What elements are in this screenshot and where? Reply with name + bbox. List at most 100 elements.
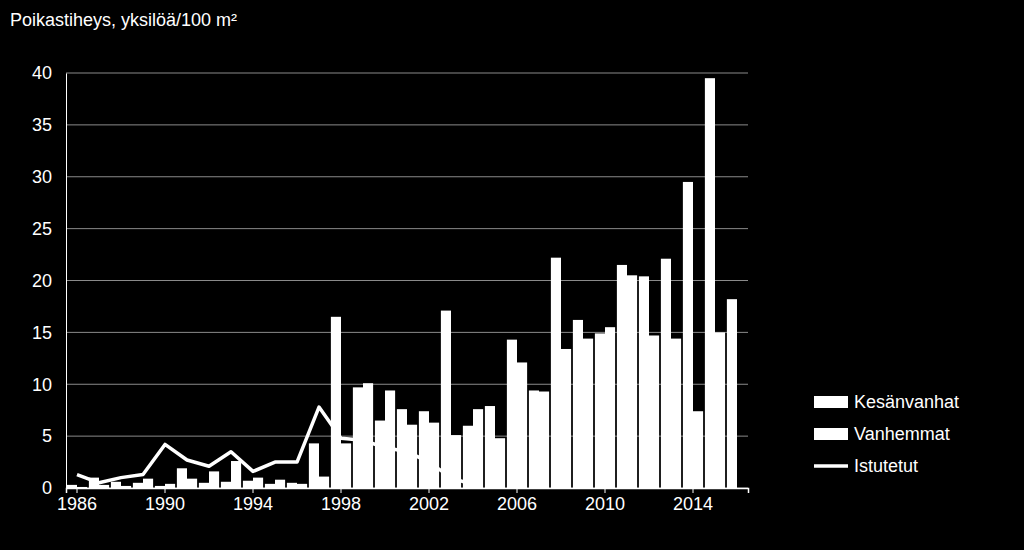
bar — [485, 406, 495, 488]
x-tick-label: 2010 — [585, 494, 625, 514]
legend-label: Kesänvanhat — [854, 392, 959, 412]
y-tick-label: 5 — [42, 426, 52, 446]
bar — [419, 411, 429, 488]
x-tick-label: 1994 — [233, 494, 273, 514]
legend-swatch — [814, 464, 848, 468]
bar — [539, 392, 549, 488]
bar — [529, 390, 539, 488]
y-tick-label: 35 — [32, 115, 52, 135]
bar — [507, 340, 517, 488]
x-tick-mark — [517, 488, 518, 493]
y-tick: 20 — [32, 271, 66, 291]
bar — [715, 332, 725, 488]
x-tick-label: 2014 — [673, 494, 713, 514]
bar — [309, 443, 319, 488]
x-tick-mark — [165, 488, 166, 493]
bar — [551, 258, 561, 488]
bar — [165, 484, 175, 488]
bar — [693, 411, 703, 488]
x-tick-mark — [429, 488, 430, 493]
bar — [253, 478, 263, 488]
x-tick-mark — [77, 488, 78, 493]
grid — [66, 73, 748, 488]
legend-label: Vanhemmat — [854, 424, 950, 444]
bar — [155, 486, 165, 488]
legend-swatch — [814, 396, 848, 408]
y-tick: 35 — [32, 115, 66, 135]
bar — [473, 409, 483, 488]
legend-item: Kesänvanhat — [814, 392, 959, 412]
bar — [463, 426, 473, 488]
bar — [275, 480, 285, 488]
bar — [649, 335, 659, 488]
grid-line — [66, 73, 748, 74]
bar — [67, 485, 77, 488]
x-tick: 2006 — [497, 488, 537, 514]
bar — [517, 362, 527, 488]
bar — [199, 483, 209, 488]
bar — [385, 390, 395, 488]
bar — [495, 438, 505, 488]
bar — [727, 299, 737, 488]
grid-line — [66, 176, 748, 177]
bar-series — [77, 275, 725, 488]
plot: 0 5 10 15 20 25 30 35 40 1986 1990 1994 1998 2002 2006… — [32, 63, 749, 514]
grid-line — [66, 228, 748, 229]
bar — [353, 387, 363, 488]
grid-line — [66, 124, 748, 125]
y-tick-label: 0 — [42, 478, 52, 498]
bar — [187, 479, 197, 488]
bar — [287, 483, 297, 488]
bar — [627, 275, 637, 488]
x-tick: 2010 — [585, 488, 625, 514]
y-tick-label: 25 — [32, 219, 52, 239]
bar — [595, 333, 605, 488]
bar — [671, 339, 681, 488]
x-tick: 1990 — [145, 488, 185, 514]
bar — [221, 482, 231, 488]
bar — [297, 484, 307, 488]
marks — [67, 78, 737, 488]
bar — [605, 327, 615, 488]
x-tick-mark — [605, 488, 606, 493]
legend: Kesänvanhat Vanhemmat Istutetut — [814, 392, 959, 476]
y-tick: 10 — [32, 375, 66, 395]
y-tick-label: 30 — [32, 167, 52, 187]
x-tick: 1998 — [321, 488, 361, 514]
bar — [99, 485, 109, 488]
bar — [209, 471, 219, 488]
x-tick: 1986 — [57, 488, 97, 514]
bar — [617, 265, 627, 488]
bar — [143, 479, 153, 488]
bar — [583, 339, 593, 488]
bar — [341, 443, 351, 488]
bar — [177, 468, 187, 488]
y-tick-label: 15 — [32, 323, 52, 343]
bar — [243, 481, 253, 488]
bar — [331, 317, 341, 488]
legend-swatch — [814, 428, 848, 440]
x-tick-label: 2002 — [409, 494, 449, 514]
x-axis: 1986 1990 1994 1998 2002 2006 2010 2014 — [57, 488, 749, 514]
y-axis: 0 5 10 15 20 25 30 35 40 — [32, 63, 67, 498]
y-tick-label: 10 — [32, 375, 52, 395]
bar — [133, 483, 143, 488]
x-tick-label: 1986 — [57, 494, 97, 514]
x-tick-label: 1990 — [145, 494, 185, 514]
legend-label: Istutetut — [854, 456, 918, 476]
line — [77, 407, 473, 485]
bar — [639, 276, 649, 488]
bar — [441, 311, 451, 488]
y-tick-label: 40 — [32, 63, 52, 83]
legend-item: Vanhemmat — [814, 424, 950, 444]
bar — [683, 182, 693, 488]
legend-item: Istutetut — [814, 456, 918, 476]
x-tick-mark — [693, 488, 694, 493]
y-tick: 15 — [32, 323, 66, 343]
x-tick-label: 2006 — [497, 494, 537, 514]
title: Poikastiheys, yksilöä/100 m² — [10, 10, 237, 30]
x-tick-mark — [341, 488, 342, 493]
bar — [121, 486, 131, 488]
bar — [429, 423, 439, 488]
x-tick-label: 1998 — [321, 494, 361, 514]
